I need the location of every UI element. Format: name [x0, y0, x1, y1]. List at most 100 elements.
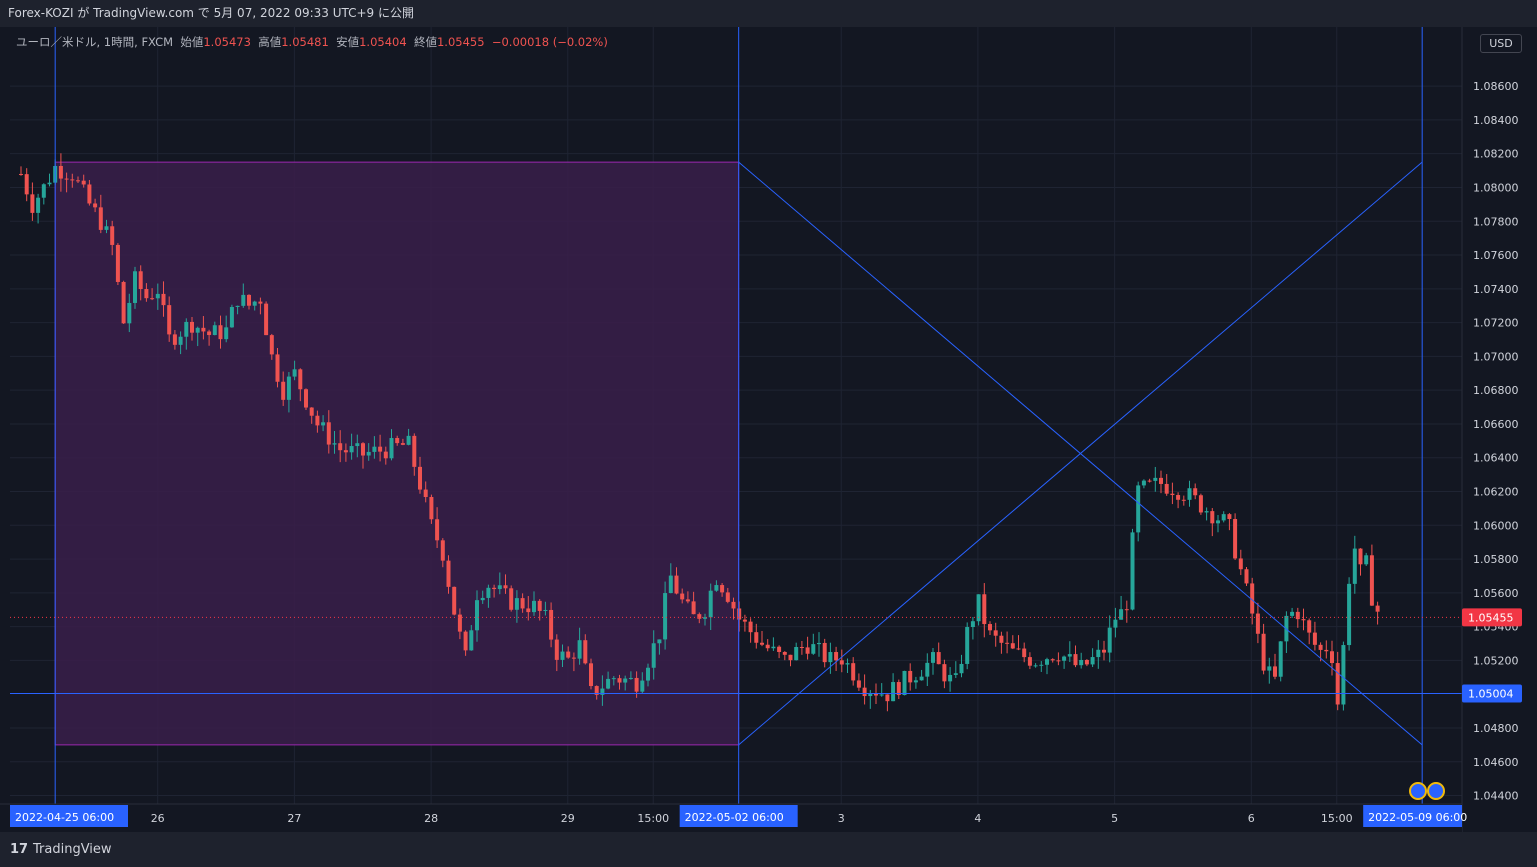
trend-line — [738, 161, 1423, 746]
symbol-legend: ユーロ／米ドル, 1時間, FXCM 始値1.05473 高値1.05481 安… — [16, 34, 608, 50]
time-tick-label: 28 — [424, 812, 438, 825]
candle-body — [594, 686, 599, 695]
candle-body — [1016, 648, 1021, 650]
candle-body — [697, 614, 702, 619]
candle-body — [332, 443, 337, 445]
price-tick-label: 1.06000 — [1473, 519, 1519, 532]
candle-body — [720, 585, 725, 593]
candle-body — [321, 422, 326, 426]
candle-body — [275, 354, 280, 382]
candle-body — [600, 688, 605, 695]
candle-body — [566, 651, 571, 658]
close-value: 1.05455 — [436, 35, 485, 49]
time-tick-label: 4 — [974, 812, 981, 825]
candle-body — [725, 592, 730, 602]
rectangle-drawing[interactable] — [54, 161, 740, 746]
candle-body — [224, 327, 229, 340]
candle-body — [64, 178, 69, 180]
candle-body — [982, 594, 987, 625]
event-badges[interactable] — [1409, 782, 1445, 800]
candle-body — [1005, 642, 1010, 644]
candle-body — [1335, 663, 1340, 705]
candle-body — [383, 451, 388, 459]
candle-body — [144, 289, 149, 299]
candle-body — [1136, 485, 1141, 533]
candle-body — [349, 446, 354, 453]
time-highlight-tag — [679, 805, 798, 827]
candle-body — [24, 174, 29, 195]
price-tick-label: 1.08600 — [1473, 80, 1519, 93]
candle-body — [1170, 493, 1175, 496]
candle-body — [1290, 611, 1295, 616]
candle-body — [1084, 659, 1089, 665]
candle-body — [514, 598, 519, 610]
candle-body — [1039, 664, 1044, 666]
open-label: 始値 — [180, 35, 204, 49]
candle-body — [30, 194, 35, 213]
time-tick-label: 27 — [287, 812, 301, 825]
candle-body — [457, 614, 462, 632]
candle-body — [201, 327, 206, 332]
price-tick-label: 1.08000 — [1473, 181, 1519, 194]
candle-body — [811, 644, 816, 654]
candle-body — [828, 652, 833, 663]
candle-body — [640, 680, 645, 692]
footer-brand[interactable]: TradingView — [33, 842, 112, 857]
low-value: 1.05404 — [359, 35, 407, 49]
candle-body — [1250, 583, 1255, 614]
candle-body — [988, 624, 992, 631]
candle-body — [879, 694, 884, 696]
candle-body — [104, 226, 109, 230]
time-axis[interactable]: 26 27 28 29 15:00 3 4 5 6 15:00 2022-04-25 06:00 20… — [0, 803, 1467, 832]
candle-body — [1159, 477, 1163, 484]
candle-body — [1073, 654, 1078, 666]
tradingview-logo-icon[interactable]: 17 — [10, 842, 29, 857]
candle-body — [959, 663, 964, 674]
open-value: 1.05473 — [203, 35, 251, 49]
candle-body — [1090, 657, 1095, 665]
symbol-label[interactable]: ユーロ／米ドル, 1時間, FXCM — [16, 35, 174, 49]
time-highlight-label: 2022-05-02 06:00 — [685, 811, 784, 824]
candle-body — [435, 519, 440, 541]
candle-body — [264, 303, 269, 336]
candle-body — [822, 642, 827, 663]
purple-rectangle — [54, 161, 740, 746]
candle-body — [1255, 613, 1260, 634]
candle-body — [942, 664, 947, 682]
candle-body — [703, 617, 707, 619]
candle-body — [172, 334, 177, 345]
candle-body — [999, 635, 1004, 643]
candle-body — [708, 590, 713, 618]
price-tick-label: 1.07600 — [1473, 249, 1519, 262]
candle-body — [138, 271, 143, 290]
candle-body — [309, 407, 314, 416]
candle-body — [583, 640, 588, 664]
candle-body — [680, 593, 685, 600]
candle-body — [492, 587, 497, 590]
price-axis[interactable]: 1.044001.046001.048001.052001.054001.056… — [1461, 27, 1537, 832]
currency-button[interactable]: USD — [1480, 34, 1522, 53]
candle-body — [788, 654, 793, 661]
last-price-tag — [1462, 608, 1522, 627]
candle-body — [1198, 495, 1203, 513]
candle-body — [1022, 648, 1027, 658]
drawings[interactable] — [10, 27, 1462, 804]
candle-body — [127, 302, 132, 324]
candle-body — [868, 693, 873, 697]
candle-body — [628, 677, 633, 679]
price-tick-label: 1.06400 — [1473, 452, 1519, 465]
candle-body — [589, 663, 593, 687]
price-tick-label: 1.07800 — [1473, 215, 1519, 228]
candle-body — [1153, 477, 1158, 481]
candle-body — [1045, 659, 1049, 665]
candle-body — [1124, 609, 1129, 611]
candle-body — [167, 305, 172, 335]
candle-body — [674, 575, 679, 594]
price-tick-label: 1.06800 — [1473, 384, 1519, 397]
footer-bar: 17 TradingView — [0, 832, 1537, 867]
publish-header-text: Forex-KOZI が TradingView.com で 5月 07, 20… — [8, 6, 415, 20]
candle-body — [195, 327, 200, 333]
candle-body — [1358, 548, 1363, 565]
candle-body — [190, 321, 194, 333]
